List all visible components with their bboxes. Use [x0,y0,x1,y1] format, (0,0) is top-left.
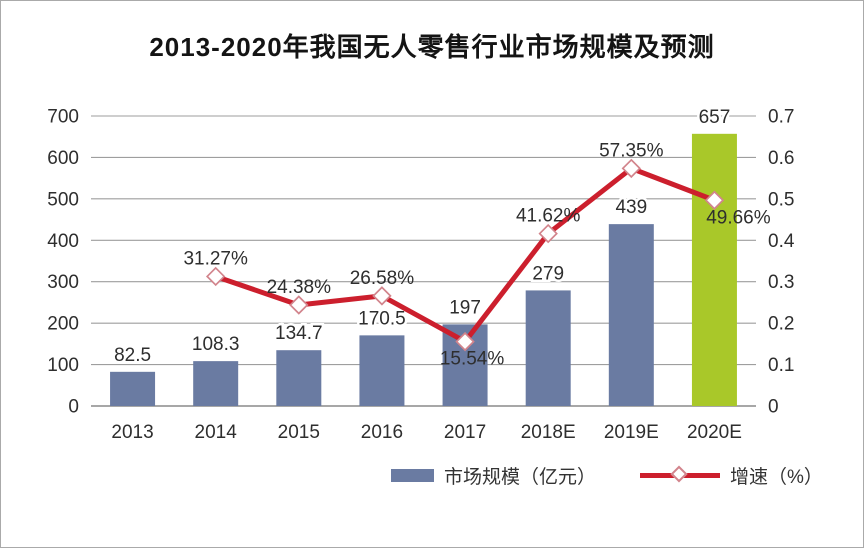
left-axis-tick-label: 400 [47,231,79,252]
growth-value-label: 26.58% [350,268,415,289]
bar-value-label: 170.5 [358,308,406,329]
left-axis-tick-label: 500 [47,189,79,210]
growth-value-label: 57.35% [599,140,664,161]
growth-marker-icon [289,295,309,315]
growth-value-label: 31.27% [183,248,248,269]
right-axis-tick-label: 0.4 [768,231,795,252]
diamond-marker-icon [670,465,688,483]
right-axis-tick-label: 0 [768,397,779,418]
line-series-label: 增速（%） [730,467,823,488]
left-axis-tick-label: 700 [47,107,79,128]
bar-value-label: 134.7 [275,323,323,344]
bar-value-label: 657 [699,107,731,128]
right-axis-tick-label: 0.7 [768,107,794,128]
left-axis-tick-label: 300 [47,272,79,293]
right-axis-tick-label: 0.5 [768,189,794,210]
growth-marker-icon [455,331,475,352]
growth-value-label: 15.54% [440,349,505,370]
growth-marker-icon [372,286,392,306]
bar-value-label: 439 [615,197,647,218]
x-axis-label-2018E: 2018E [521,422,576,443]
right-axis-tick-label: 0.6 [768,148,794,169]
bar-2015 [276,350,322,406]
chart-title: 2013-2020年我国无人零售行业市场规模及预测 [149,32,715,62]
left-axis-tick-label: 200 [47,314,79,335]
growth-value-label: 41.62% [516,206,581,227]
x-axis-label-2019E: 2019E [604,422,659,443]
x-axis-label-2017: 2017 [444,422,486,443]
right-axis-tick-label: 0.2 [768,314,794,335]
bar-2019E [608,224,654,406]
x-axis-label-2016: 2016 [361,422,403,443]
x-axis-label-2015: 2015 [278,422,320,443]
left-axis-tick-label: 100 [47,355,79,376]
x-axis-label-2014: 2014 [195,422,238,443]
legend: 市场规模（亿元） 增速（%） [391,462,823,489]
bar-2013 [110,371,156,406]
bar-2018E [525,290,571,406]
line-series-swatch-icon [640,465,721,483]
right-axis-tick-label: 0.3 [768,272,794,293]
legend-item-market-size: 市场规模（亿元） [391,462,596,489]
growth-marker-icon [704,190,725,210]
legend-item-growth-rate: 增速（%） [640,462,823,489]
left-axis-tick-label: 600 [47,148,79,169]
bar-2014 [193,361,239,406]
bar-2020E [691,133,737,407]
bar-2016 [359,335,405,406]
x-axis-label-2020E: 2020E [687,422,742,443]
growth-marker-icon [205,266,226,287]
bar-value-label: 197 [449,297,481,318]
growth-marker-icon [538,223,558,244]
x-axis-label-2013: 2013 [111,422,153,443]
bar-value-label: 108.3 [192,334,240,355]
bar-value-label: 279 [532,263,564,284]
right-axis-tick-label: 0.1 [768,355,794,376]
growth-value-label: 49.66% [706,207,771,228]
bar-value-label: 82.5 [114,345,151,366]
bar-series-label: 市场规模（亿元） [444,467,597,488]
left-axis-tick-label: 0 [68,397,79,418]
growth-value-label: 24.38% [267,277,332,298]
bar-series-swatch-icon [391,469,434,482]
growth-marker-icon [621,158,642,179]
